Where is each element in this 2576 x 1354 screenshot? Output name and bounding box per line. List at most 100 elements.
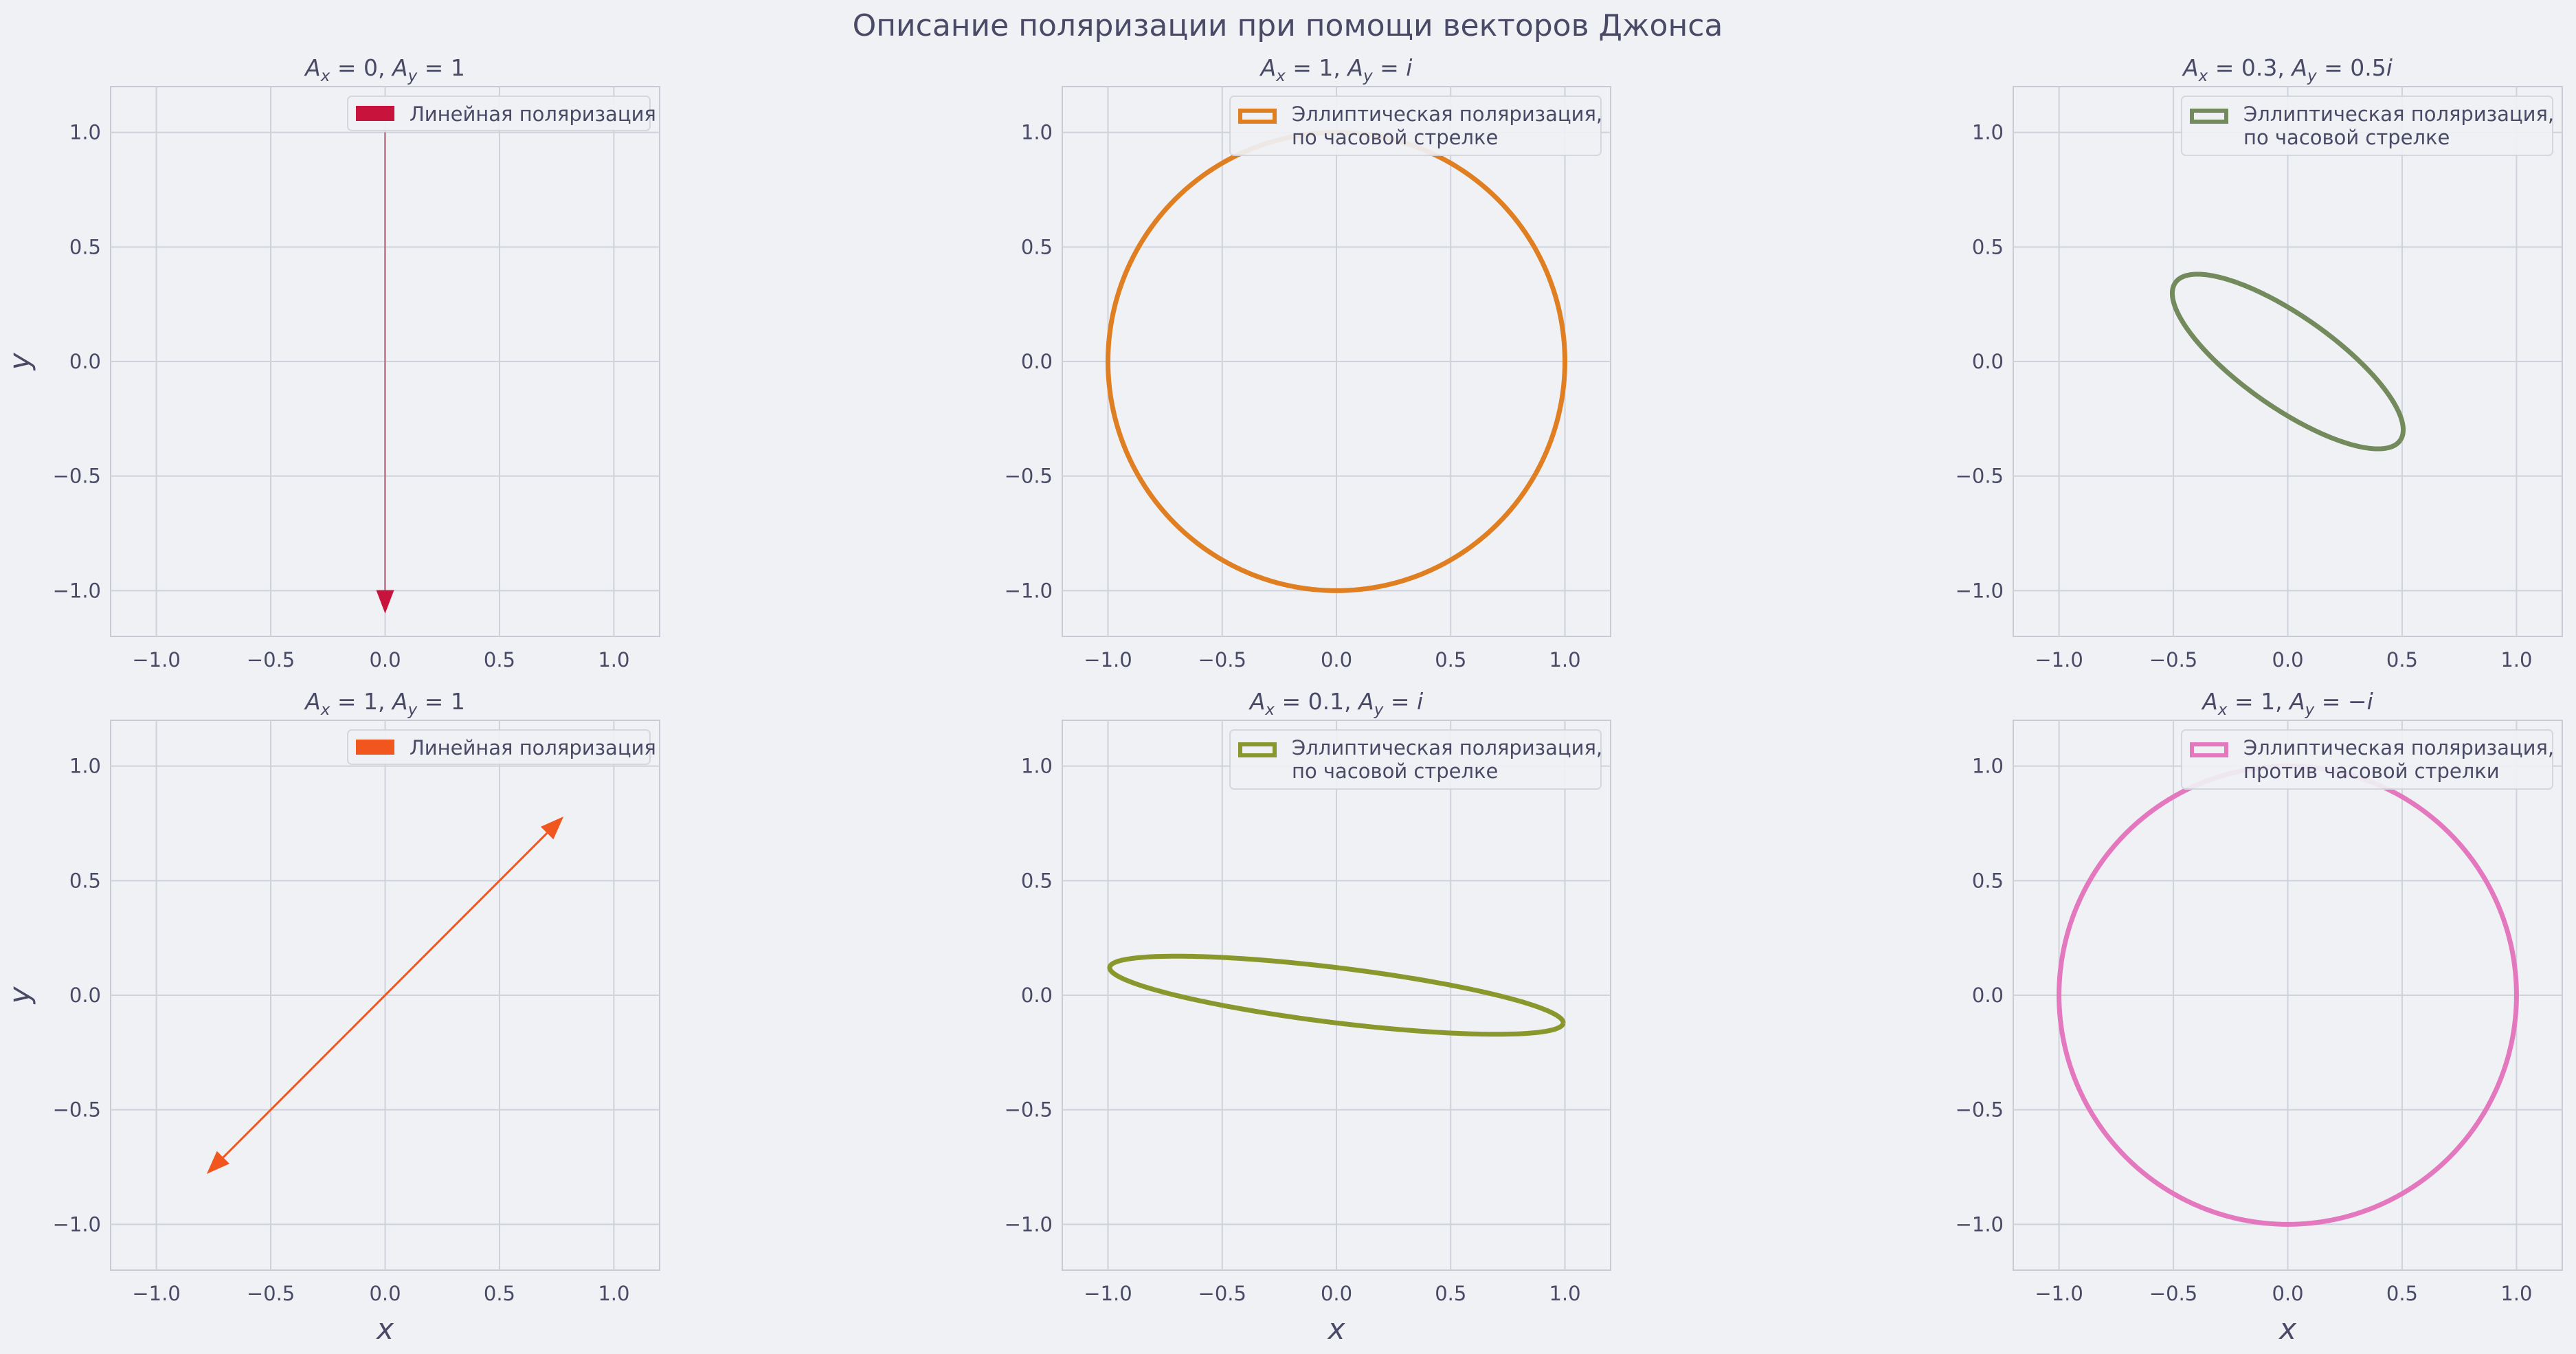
x-tick-label: 0.0 (369, 1282, 401, 1305)
legend-label: Эллиптическая поляризация, (1292, 736, 1602, 759)
x-tick-label: −0.5 (247, 648, 295, 672)
x-tick-label: 1.0 (598, 648, 629, 672)
y-tick-label: 0.0 (69, 984, 101, 1007)
y-tick-label: −0.5 (53, 1098, 101, 1122)
y-tick-label: −1.0 (1005, 1212, 1053, 1236)
legend-swatch (356, 740, 394, 755)
y-tick-label: 1.0 (1021, 755, 1053, 778)
legend-label: по часовой стрелке (1292, 759, 1498, 783)
x-tick-label: 0.5 (2386, 648, 2418, 672)
x-tick-label: −1.0 (132, 1282, 180, 1305)
x-axis-label: x (1327, 1312, 1346, 1346)
legend-box (1229, 96, 1602, 156)
subplot-title: Ax = 0.1, Ay = i (1248, 688, 1423, 719)
polarization-arrow-shaft (222, 832, 548, 1159)
subplot-3: −1.0 −0.5 0.0 0.5 1.0 −1.0 −0.5 0.0 0.5 1.0 Ax = 0… (1956, 54, 2563, 672)
y-tick-label: −0.5 (1956, 465, 2004, 488)
x-tick-label: 0.0 (1321, 1282, 1352, 1305)
x-tick-label: −0.5 (2149, 648, 2197, 672)
subplot-title: Ax = 1, Ay = −i (2201, 688, 2373, 719)
y-tick-label: 1.0 (69, 755, 101, 778)
polarization-curve (2169, 271, 2406, 452)
legend-box (1229, 729, 1602, 790)
x-axis-label: x (2278, 1312, 2297, 1346)
subplot-grid: −1.0 −0.5 0.0 0.5 1.0 −1.0 −0.5 0.0 0.5 1.0 Ax = 0… (3, 54, 2563, 1346)
legend-swatch (2190, 742, 2228, 757)
x-tick-label: 1.0 (1549, 1282, 1580, 1305)
subplot-title: Ax = 0, Ay = 1 (304, 54, 465, 85)
y-tick-label: −1.0 (1956, 1212, 2004, 1236)
y-axis-label: y (3, 352, 36, 371)
legend-label: по часовой стрелке (1292, 126, 1498, 149)
legend: Эллиптическая поляризация, по часовой ст… (2181, 96, 2554, 156)
legend-label: Линейная поляризация (410, 102, 656, 126)
polarization-curve (2057, 764, 2519, 1227)
legend-label: Эллиптическая поляризация, (2243, 102, 2554, 126)
legend: Эллиптическая поляризация, против часово… (2181, 729, 2554, 790)
legend: Линейная поляризация (347, 729, 656, 765)
subplot-4: −1.0 −0.5 0.0 0.5 1.0 −1.0 −0.5 0.0 0.5 1.0 Ax = 1… (3, 688, 660, 1346)
arrow-head (540, 817, 564, 840)
y-tick-label: 0.0 (69, 350, 101, 373)
legend: Линейная поляризация (347, 96, 656, 131)
legend-label: Эллиптическая поляризация, (2243, 736, 2554, 759)
y-tick-label: 0.5 (69, 869, 101, 892)
x-tick-label: 1.0 (2500, 1282, 2532, 1305)
legend-label: Линейная поляризация (410, 736, 656, 759)
y-tick-label: 0.5 (1021, 869, 1053, 892)
legend-box (2181, 729, 2553, 790)
arrow-head (376, 590, 394, 614)
legend-swatch (356, 106, 394, 121)
subplot-title: Ax = 1, Ay = i (1259, 54, 1413, 85)
y-tick-label: 0.5 (69, 235, 101, 258)
x-tick-label: 0.0 (369, 648, 401, 672)
legend: Эллиптическая поляризация, по часовой ст… (1229, 96, 1602, 156)
y-tick-label: 0.0 (1972, 984, 2004, 1007)
x-tick-label: 1.0 (598, 1282, 629, 1305)
subplot-2: −1.0 −0.5 0.0 0.5 1.0 −1.0 −0.5 0.0 0.5 1.0 Ax = 1… (1005, 54, 1611, 672)
x-tick-label: −0.5 (247, 1282, 295, 1305)
x-tick-label: 0.5 (2386, 1282, 2418, 1305)
x-tick-label: 0.5 (484, 648, 515, 672)
y-tick-label: 1.0 (69, 121, 101, 144)
figure-title: Описание поляризации при помощи векторов… (853, 8, 1723, 43)
x-tick-label: 1.0 (2500, 648, 2532, 672)
legend-label: по часовой стрелке (2243, 126, 2450, 149)
y-tick-label: −0.5 (1005, 465, 1053, 488)
subplot-title: Ax = 0.3, Ay = 0.5i (2182, 54, 2393, 85)
subplot-6: −1.0 −0.5 0.0 0.5 1.0 −1.0 −0.5 0.0 0.5 1.0 Ax = 1… (1956, 688, 2563, 1346)
x-tick-label: −0.5 (1198, 648, 1246, 672)
arrow-tail-head (206, 1151, 230, 1174)
y-tick-label: −0.5 (1005, 1098, 1053, 1122)
x-tick-label: −1.0 (2035, 648, 2083, 672)
y-tick-label: −0.5 (53, 465, 101, 488)
y-tick-label: 1.0 (1972, 121, 2004, 144)
legend-box (347, 96, 651, 131)
legend: Эллиптическая поляризация, по часовой ст… (1229, 729, 1602, 790)
legend-swatch (1238, 742, 1277, 757)
x-tick-label: 0.0 (1321, 648, 1352, 672)
x-tick-label: −1.0 (1084, 648, 1132, 672)
x-tick-label: 0.0 (2272, 648, 2303, 672)
x-tick-label: −0.5 (1198, 1282, 1246, 1305)
x-tick-label: −1.0 (1084, 1282, 1132, 1305)
x-axis-label: x (375, 1312, 394, 1346)
x-tick-label: −1.0 (2035, 1282, 2083, 1305)
x-tick-label: 1.0 (1549, 648, 1580, 672)
y-axis-label: y (3, 986, 36, 1005)
subplot-5: −1.0 −0.5 0.0 0.5 1.0 −1.0 −0.5 0.0 0.5 1.0 Ax = 0… (1005, 688, 1611, 1346)
x-tick-label: 0.5 (1435, 1282, 1466, 1305)
y-tick-label: 0.0 (1021, 984, 1053, 1007)
polarization-curve (1107, 953, 1566, 1037)
y-tick-label: −1.0 (1005, 579, 1053, 602)
legend-box (2181, 96, 2553, 156)
y-tick-label: −1.0 (53, 1212, 101, 1236)
y-tick-label: 0.5 (1972, 869, 2004, 892)
legend-box (347, 729, 651, 765)
x-tick-label: 0.0 (2272, 1282, 2303, 1305)
legend-label: Эллиптическая поляризация, (1292, 102, 1602, 126)
y-tick-label: −1.0 (53, 579, 101, 602)
y-tick-label: 0.5 (1972, 235, 2004, 258)
y-tick-label: −1.0 (1956, 579, 2004, 602)
y-tick-label: 0.5 (1021, 235, 1053, 258)
